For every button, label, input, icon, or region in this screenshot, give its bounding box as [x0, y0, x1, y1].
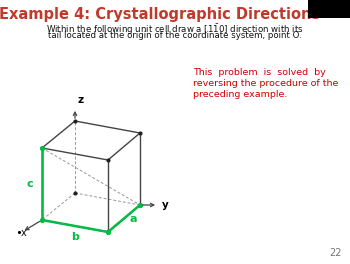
Text: This  problem  is  solved  by: This problem is solved by: [193, 68, 326, 77]
Text: preceding example.: preceding example.: [193, 90, 287, 99]
Point: [72, 119, 78, 123]
FancyBboxPatch shape: [308, 0, 350, 18]
Text: 22: 22: [329, 248, 342, 258]
Text: Within the following unit cell draw a [1$\bar{1}$0] direction with its: Within the following unit cell draw a [1…: [46, 22, 304, 37]
Point: [137, 203, 143, 207]
Point: [39, 146, 45, 150]
Text: x: x: [21, 228, 27, 238]
Point: [105, 230, 111, 234]
Point: [105, 230, 111, 234]
Text: a: a: [130, 214, 138, 224]
Text: y: y: [162, 200, 169, 210]
Point: [137, 203, 143, 207]
Point: [39, 218, 45, 222]
Text: b: b: [71, 232, 79, 242]
Point: [72, 191, 78, 195]
Text: tail located at the origin of the coordinate system, point O.: tail located at the origin of the coordi…: [48, 31, 302, 40]
Text: z: z: [78, 95, 84, 105]
Text: reversing the procedure of the: reversing the procedure of the: [193, 79, 338, 88]
Point: [137, 131, 143, 135]
Text: c: c: [26, 179, 33, 189]
Text: Example 4: Crystallographic Directions: Example 4: Crystallographic Directions: [0, 7, 321, 22]
Point: [39, 218, 45, 222]
Point: [39, 146, 45, 150]
Point: [105, 158, 111, 162]
